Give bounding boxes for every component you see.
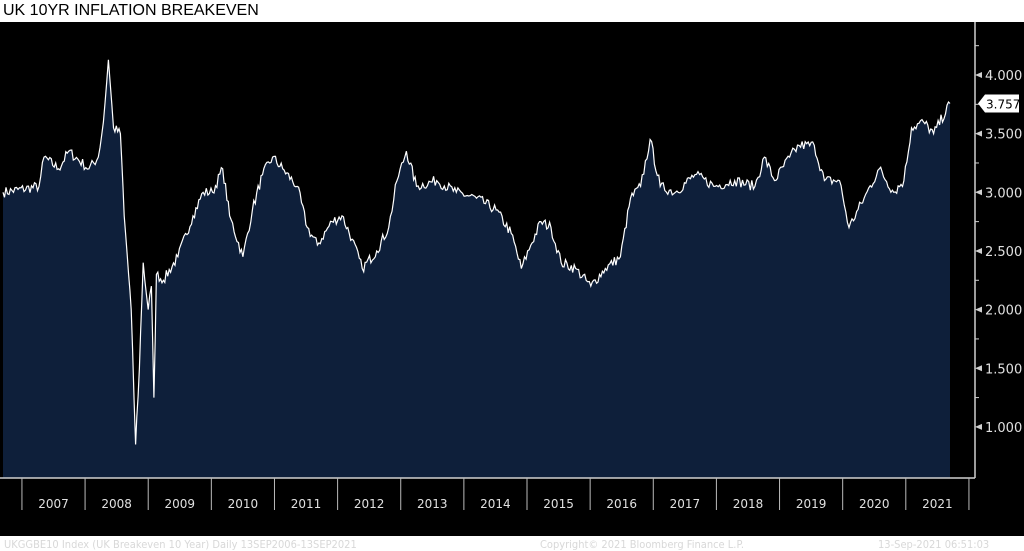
- y-tick: [975, 247, 982, 254]
- last-value-label: 3.757: [986, 98, 1020, 112]
- area-fill: [3, 59, 950, 479]
- x-tick-label: 2018: [733, 497, 764, 511]
- footer-timestamp: 13-Sep-2021 06:51:03: [878, 538, 990, 551]
- x-tick-label: 2017: [670, 497, 701, 511]
- chart-title: UK 10YR INFLATION BREAKEVEN: [3, 2, 259, 19]
- footer-security-info: UKGGBE10 Index (UK Breakeven 10 Year) Da…: [4, 538, 357, 551]
- chart-panel: 1.000 1.500 2.000 2.500 3.000 3.500 4.000 3.757…: [0, 22, 1024, 551]
- y-tick-label: 2.500: [985, 245, 1022, 260]
- chart-svg: 1.000 1.500 2.000 2.500 3.000 3.500 4.000 3.757…: [0, 22, 1022, 511]
- y-tick: [975, 72, 982, 78]
- y-tick-label: 1.000: [985, 421, 1022, 436]
- y-tick: [975, 306, 982, 313]
- x-tick-label: 2016: [606, 497, 637, 511]
- y-tick-label: 3.000: [985, 186, 1022, 201]
- x-tick-label: 2019: [796, 497, 827, 511]
- y-tick-label: 4.000: [985, 69, 1022, 84]
- x-tick-label: 2007: [38, 497, 69, 511]
- x-tick-label: 2010: [228, 497, 259, 511]
- x-tick-label: 2021: [922, 497, 953, 511]
- y-tick-label: 3.500: [985, 128, 1022, 143]
- last-value-tag: [978, 94, 1019, 113]
- x-tick-label: 2015: [543, 497, 574, 511]
- y-tick: [975, 130, 982, 137]
- x-tick-label: 2008: [101, 497, 132, 511]
- x-tick-label: 2020: [859, 497, 890, 511]
- x-tick-label: 2011: [291, 497, 322, 511]
- y-tick: [975, 189, 982, 196]
- x-tick-label: 2014: [480, 497, 511, 511]
- footer-copyright: Copyright© 2021 Bloomberg Finance L.P.: [540, 538, 745, 551]
- y-tick: [975, 365, 982, 372]
- y-tick-label: 1.500: [985, 362, 1022, 377]
- x-tick-label: 2009: [164, 497, 195, 511]
- y-tick: [975, 423, 982, 430]
- x-tick-label: 2012: [354, 497, 385, 511]
- x-tick-label: 2013: [417, 497, 448, 511]
- series-line: [2, 59, 951, 445]
- y-tick-label: 2.000: [985, 304, 1022, 319]
